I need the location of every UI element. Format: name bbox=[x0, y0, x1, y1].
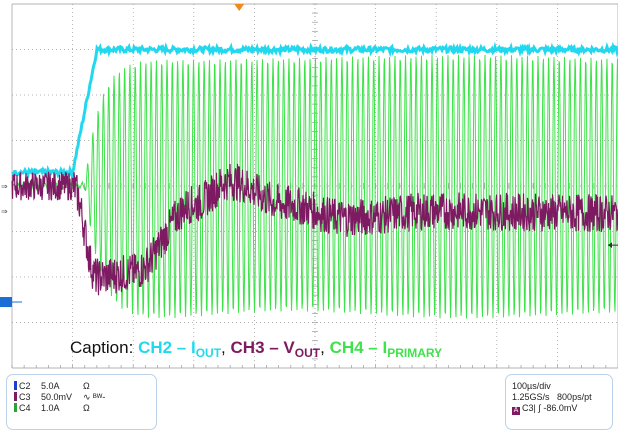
c3-color-swatch bbox=[14, 392, 17, 401]
channel-settings-panel[interactable]: C2 5.0A Ω C3 50.0mV ∿ ᴮᵂ- C4 1.0A Ω bbox=[6, 374, 157, 430]
trigger-level-arrow-icon bbox=[608, 242, 612, 249]
ch4-level-marker: ⇒ bbox=[1, 207, 8, 216]
ch2-output-current-trace bbox=[11, 41, 618, 180]
caption-label: Caption: bbox=[70, 338, 134, 357]
c4-color-swatch bbox=[14, 403, 17, 412]
channel-row-c3: C3 50.0mV ∿ ᴮᵂ- bbox=[14, 392, 105, 402]
channel-row-c2: C2 5.0A Ω bbox=[14, 381, 90, 391]
timebase-panel[interactable]: 100µs/div 1.25GS/s 800ps/pt A C3| ∫ -86.0… bbox=[505, 374, 613, 430]
channel-markers: ⇒⇒ bbox=[0, 4, 618, 308]
caption-ch3: CH3 – VOUT bbox=[230, 338, 321, 360]
c2-color-swatch bbox=[14, 381, 17, 390]
ch2-ground-marker bbox=[0, 297, 12, 308]
waveform-caption: Caption: CH2 – IOUT, CH3 – VOUT, CH4 – I… bbox=[70, 338, 443, 360]
ch4-primary-current-trace bbox=[11, 54, 618, 319]
time-per-div: 100µs/div bbox=[512, 381, 551, 391]
waveform-traces bbox=[11, 41, 618, 319]
ch3-level-marker: ⇒ bbox=[1, 182, 8, 191]
trigger-settings: A C3| ∫ -86.0mV bbox=[512, 403, 578, 415]
caption-ch4: CH4 – IPRIMARY bbox=[329, 338, 443, 360]
graticule bbox=[11, 3, 618, 369]
sample-rate: 1.25GS/s 800ps/pt bbox=[512, 392, 592, 402]
ch3-output-voltage-trace bbox=[11, 163, 618, 296]
channel-row-c4: C4 1.0A Ω bbox=[14, 403, 90, 413]
trigger-position-marker bbox=[234, 4, 245, 11]
trigger-icon: A bbox=[512, 407, 520, 415]
caption-ch2: CH2 – IOUT bbox=[138, 338, 222, 360]
